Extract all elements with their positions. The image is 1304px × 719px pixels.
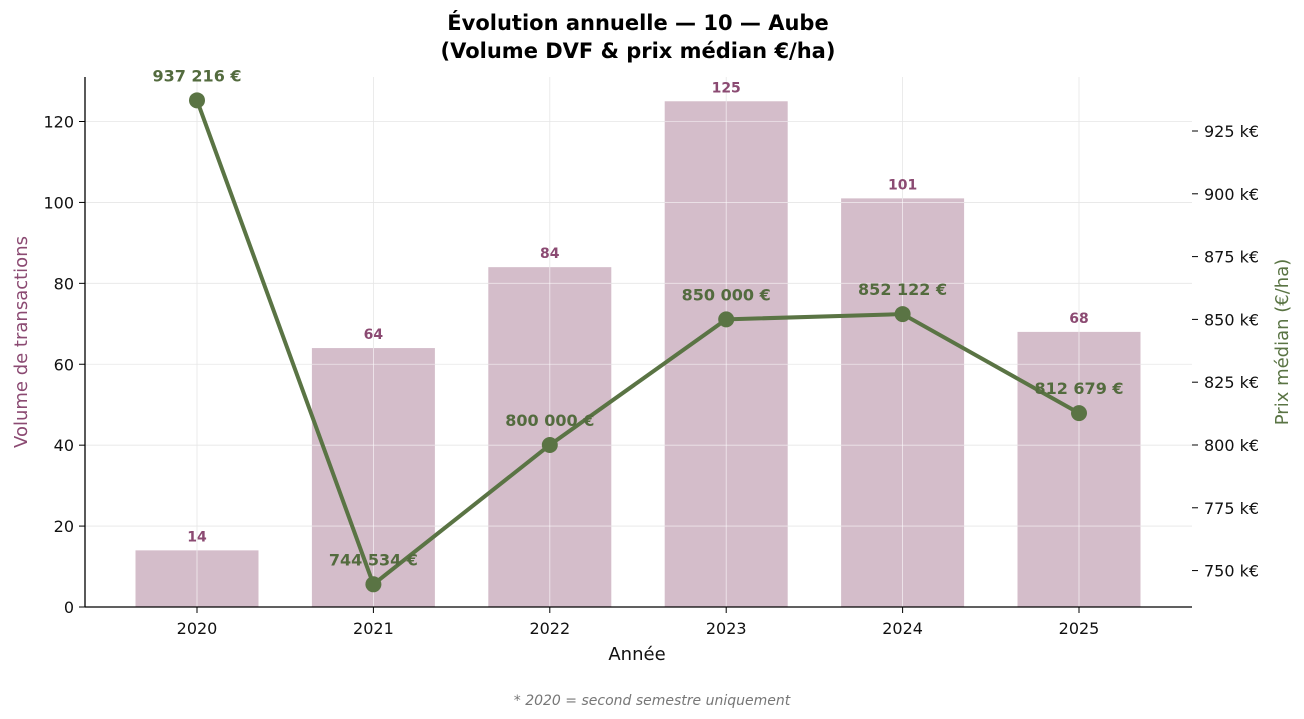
x-tick-label: 2023 — [706, 619, 747, 638]
price-point-2020 — [189, 92, 205, 109]
price-point-2024 — [894, 306, 911, 323]
price-line-series — [189, 92, 1087, 593]
left-y-tick-label: 120 — [43, 113, 74, 132]
x-tick-label: 2024 — [882, 619, 923, 638]
bar-value-label: 125 — [712, 80, 741, 96]
price-point-2023 — [718, 311, 735, 328]
left-y-tick-label: 0 — [64, 598, 74, 617]
x-axis-ticks: 2020 2021 2022 2023 2024 2025 — [177, 607, 1100, 638]
left-y-axis-ticks: 0 20 40 60 80 100 120 — [43, 113, 85, 617]
bar-value-label: 101 — [888, 177, 917, 193]
price-value-label: 937 216 € — [152, 66, 241, 85]
right-y-tick-label: 775 k€ — [1204, 499, 1259, 518]
bar-value-label: 68 — [1069, 311, 1088, 327]
right-y-tick-label: 825 k€ — [1204, 373, 1259, 392]
bar-series — [135, 101, 1141, 608]
price-value-label: 812 679 € — [1034, 379, 1123, 398]
left-y-tick-label: 100 — [43, 193, 74, 212]
chart-title-line-2: (Volume DVF & prix médian €/ha) — [441, 39, 836, 63]
axes — [84, 77, 1192, 608]
price-point-2022 — [541, 436, 558, 453]
bar-value-label: 64 — [364, 327, 384, 343]
x-tick-label: 2022 — [529, 619, 570, 638]
footnote: * 2020 = second semestre uniquement — [514, 693, 791, 709]
price-value-label: 852 122 € — [858, 280, 947, 299]
grid-lines — [85, 77, 1192, 607]
left-y-axis-label: Volume de transactions — [11, 236, 32, 448]
price-value-label: 800 000 € — [505, 411, 594, 430]
left-y-tick-label: 60 — [54, 355, 74, 374]
bar-value-labels: 14 64 84 125 101 68 — [187, 80, 1088, 545]
right-y-tick-label: 875 k€ — [1204, 248, 1259, 267]
right-y-axis-label: Prix médian (€/ha) — [1272, 259, 1293, 426]
bar-value-label: 14 — [187, 529, 207, 545]
right-y-tick-label: 925 k€ — [1204, 122, 1259, 141]
price-value-labels: 937 216 € 744 534 € 800 000 € 850 000 € 852 … — [152, 66, 1123, 569]
left-y-tick-label: 20 — [54, 517, 74, 536]
x-tick-label: 2021 — [353, 619, 394, 638]
chart-title-line-1: Évolution annuelle — 10 — Aube — [447, 10, 828, 35]
x-axis-label: Année — [608, 644, 665, 665]
right-y-tick-label: 900 k€ — [1204, 185, 1259, 204]
price-point-2025 — [1071, 405, 1087, 422]
price-point-2021 — [365, 576, 382, 593]
x-tick-label: 2025 — [1059, 619, 1100, 638]
bar-value-label: 84 — [540, 246, 560, 262]
price-value-label: 850 000 € — [682, 285, 771, 304]
left-y-tick-label: 80 — [54, 274, 74, 293]
left-y-tick-label: 40 — [54, 436, 74, 455]
right-y-tick-label: 750 k€ — [1204, 562, 1259, 581]
x-tick-label: 2020 — [177, 619, 218, 638]
price-line — [195, 99, 1080, 587]
right-y-axis-ticks: 750 k€ 775 k€ 800 k€ 825 k€ 850 k€ 875 k€ 900 … — [1192, 122, 1259, 581]
price-value-label: 744 534 € — [329, 550, 418, 569]
right-y-tick-label: 850 k€ — [1204, 310, 1259, 329]
right-y-tick-label: 800 k€ — [1204, 436, 1259, 455]
